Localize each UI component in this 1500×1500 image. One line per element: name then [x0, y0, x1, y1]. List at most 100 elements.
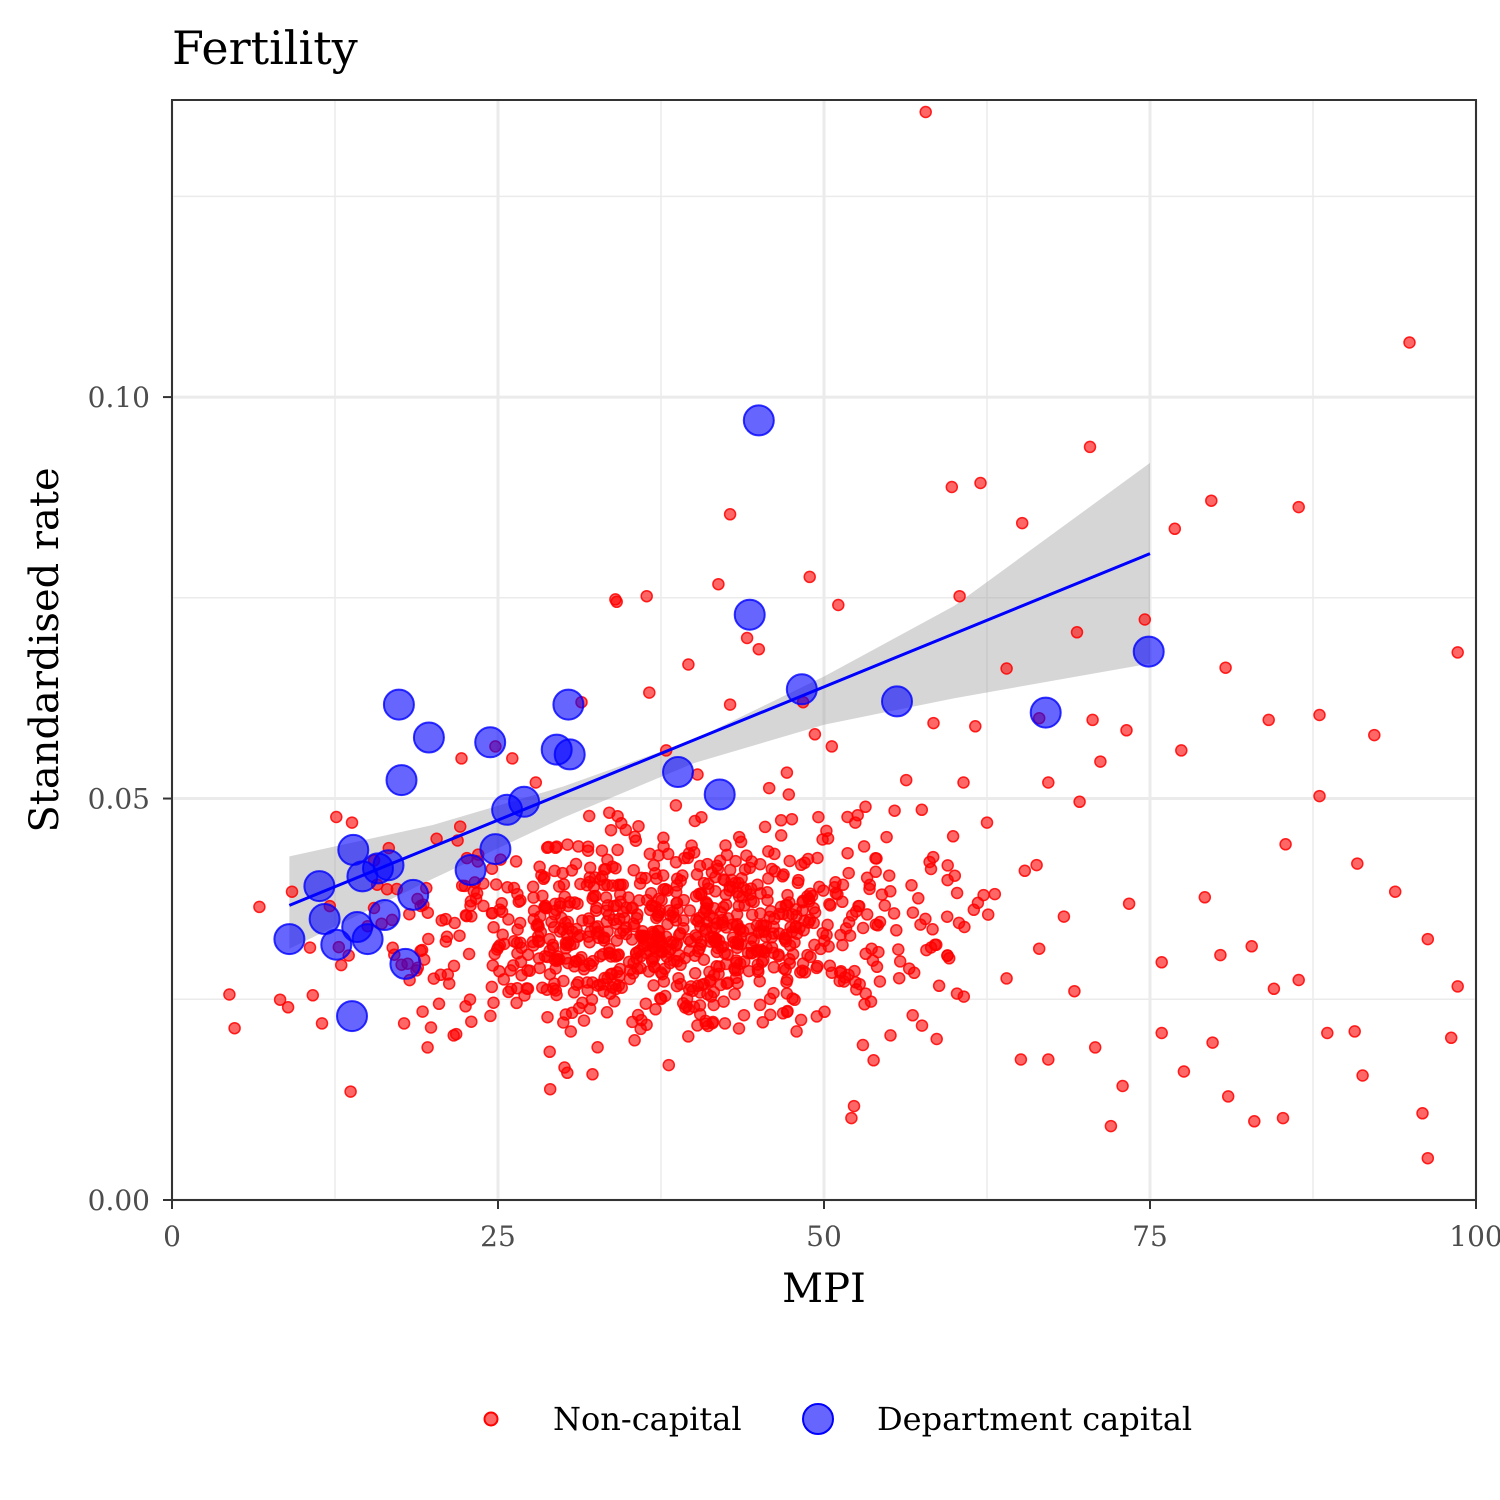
non-capital-point — [1104, 1119, 1118, 1133]
non-capital-point — [699, 1014, 712, 1028]
non-capital-point — [1155, 956, 1168, 969]
non-capital-point — [677, 914, 690, 927]
department-capital-point — [553, 738, 586, 771]
non-capital-point — [789, 920, 802, 933]
non-capital-point — [723, 508, 737, 521]
non-capital-point — [493, 965, 506, 978]
non-capital-point — [902, 962, 916, 975]
non-capital-point — [988, 887, 1002, 901]
non-capital-point — [606, 879, 619, 892]
non-capital-point — [625, 901, 638, 915]
non-capital-point — [1000, 662, 1013, 675]
non-capital-point — [648, 941, 662, 955]
non-capital-point — [912, 892, 925, 905]
legend-label-department-capital: Department capital — [877, 1400, 1192, 1438]
non-capital-point — [628, 919, 641, 933]
non-capital-point — [808, 728, 822, 741]
non-capital-point — [511, 887, 524, 901]
department-capital-point — [785, 673, 818, 706]
non-capital-point — [223, 988, 236, 1001]
non-capital-point — [462, 947, 476, 961]
non-capital-point — [658, 962, 671, 976]
non-capital-point — [851, 808, 864, 822]
non-capital-point — [463, 993, 477, 1006]
non-capital-point — [1086, 713, 1099, 727]
chart-title: Fertility — [172, 21, 358, 75]
non-capital-point — [609, 950, 622, 963]
non-capital-point — [1205, 494, 1218, 507]
non-capital-point — [860, 908, 874, 921]
non-capital-point — [1014, 1053, 1028, 1066]
non-capital-point — [718, 1017, 732, 1030]
non-capital-point — [541, 1010, 554, 1024]
non-capital-point — [945, 480, 959, 494]
non-capital-point — [647, 979, 660, 992]
non-capital-point — [485, 980, 499, 994]
non-capital-point — [753, 998, 767, 1012]
non-capital-point — [632, 819, 645, 833]
non-capital-point — [556, 922, 569, 936]
non-capital-point — [1155, 1026, 1168, 1040]
department-capital-point — [491, 793, 524, 826]
non-capital-point — [671, 955, 684, 968]
department-capital-point — [479, 833, 512, 866]
non-capital-point — [591, 1041, 604, 1054]
non-capital-point — [561, 1066, 574, 1080]
department-capital-point — [412, 721, 445, 754]
non-capital-point — [1451, 980, 1464, 993]
non-capital-point — [547, 982, 560, 995]
non-capital-point — [781, 888, 794, 902]
non-capital-point — [884, 1029, 897, 1042]
non-capital-point — [626, 1015, 639, 1029]
non-capital-point — [682, 1030, 695, 1043]
non-capital-point — [509, 855, 523, 868]
department-capital-point — [397, 878, 430, 911]
non-capital-point — [643, 847, 657, 861]
non-capital-point — [803, 570, 816, 584]
non-capital-point — [926, 850, 940, 864]
non-capital-point — [780, 975, 793, 989]
non-capital-point — [572, 840, 585, 853]
non-capital-point — [745, 855, 758, 868]
non-capital-point — [762, 845, 775, 858]
non-capital-point — [572, 976, 585, 989]
non-capital-point — [927, 716, 940, 730]
non-capital-point — [1276, 1111, 1290, 1125]
non-capital-point — [792, 873, 805, 887]
non-capital-point — [767, 927, 780, 940]
non-capital-point — [864, 995, 878, 1008]
non-capital-point — [919, 105, 932, 119]
non-capital-point — [832, 598, 845, 612]
non-capital-point — [825, 740, 839, 753]
non-capital-point — [506, 752, 519, 765]
non-capital-point — [658, 989, 672, 1003]
department-capital-point — [320, 928, 353, 961]
non-capital-point — [1313, 708, 1326, 722]
non-capital-point — [484, 1009, 497, 1023]
non-capital-point — [719, 898, 733, 911]
non-capital-point — [796, 964, 809, 977]
non-capital-point — [926, 923, 939, 936]
non-capital-point — [599, 862, 612, 876]
non-capital-point — [707, 998, 720, 1012]
non-capital-point — [564, 1025, 578, 1038]
non-capital-point — [539, 901, 553, 914]
non-capital-point — [640, 1018, 653, 1032]
department-capital-point — [337, 833, 370, 866]
non-capital-point — [869, 865, 882, 879]
non-capital-point — [813, 880, 826, 894]
non-capital-point — [465, 1015, 478, 1028]
non-capital-point — [1175, 744, 1188, 757]
non-capital-point — [884, 885, 897, 898]
non-capital-point — [1030, 858, 1043, 872]
non-capital-point — [767, 986, 780, 1000]
non-capital-point — [859, 800, 872, 814]
non-capital-point — [422, 932, 435, 946]
non-capital-point — [888, 804, 901, 817]
non-capital-point — [589, 904, 603, 917]
non-capital-point — [1351, 857, 1364, 870]
non-capital-point — [729, 971, 743, 985]
non-capital-point — [723, 698, 737, 711]
non-capital-point — [690, 913, 703, 927]
